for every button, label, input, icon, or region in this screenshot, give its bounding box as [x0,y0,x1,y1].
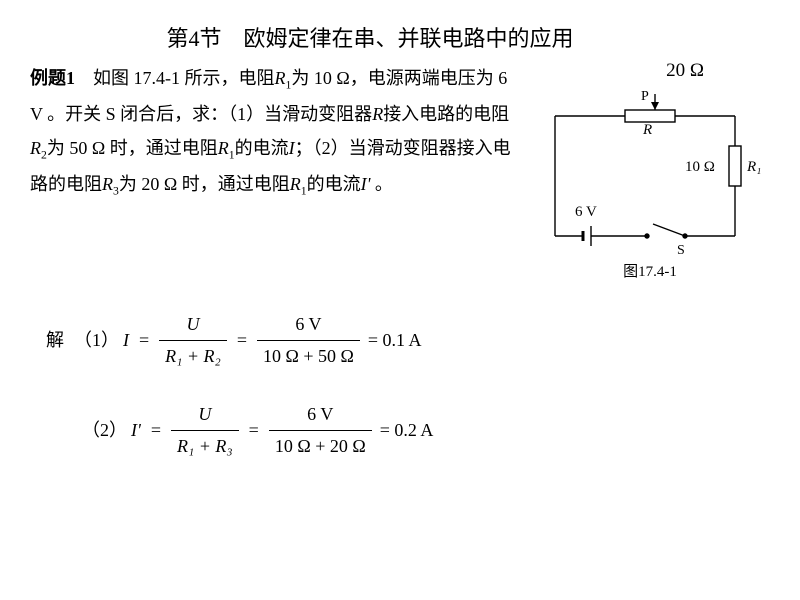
s-label: S [677,243,685,256]
r2s: R [30,138,41,158]
p2-f1-num: U [192,399,217,430]
r-label: R [642,122,652,138]
p2-frac2: 6 V 10 Ω + 20 Ω [269,399,372,461]
rs: R [372,104,383,124]
r1-label: R₁ [746,159,761,175]
page-title: 第4节 欧姆定律在串、并联电路中的应用 [0,20,770,57]
p1-result: = 0.1 A [368,325,422,356]
t9: 为 20 [119,174,160,194]
t1: 如图 17.4-1 所示，电阻 [75,68,275,88]
ohm2: Ω [92,138,105,158]
figure-caption: 图17.4-1 [530,260,770,286]
p1-f1-den: R₁ + R₂ [159,340,227,372]
t5: 为 50 [47,138,88,158]
p1-f1-num: U [180,309,205,340]
p2-label: （2） [82,415,127,446]
solution-block: 解 （1） I = U R₁ + R₂ = 6 V 10 Ω + 50 Ω = … [30,309,770,461]
ohm1: Ω [336,68,349,88]
p2-f2-num: 6 V [301,399,339,430]
v-label: 6 V [575,204,597,220]
r3s: R [102,174,113,194]
problem-text: 例题1 如图 17.4-1 所示，电阻R1为 10 Ω，电源两端电压为 6 V … [30,61,520,203]
p2-lhs: I' [131,415,141,446]
p1-eq1: = [139,325,149,356]
p1-label: （1） [74,325,119,356]
t2: 为 10 [291,68,332,88]
t6: 时，通过电阻 [110,138,218,158]
p1-eq2: = [237,325,247,356]
circuit-svg: P R 10 Ω R₁ 6 V S [535,86,765,256]
p2-eq1: = [151,415,161,446]
p2-eq2: = [249,415,259,446]
Ips: I' [361,174,371,194]
p2-f1-den: R₁ + R₃ [171,430,239,462]
t11: 的电流 [307,174,361,194]
sol-header: 解 [46,325,64,356]
t12: 。 [375,174,393,194]
ohm3: Ω [164,174,177,194]
t10: 时，通过电阻 [182,174,290,194]
p1-frac1: U R₁ + R₂ [159,309,227,371]
p1-frac2: 6 V 10 Ω + 50 Ω [257,309,360,371]
circuit-figure: 20 Ω [530,55,770,285]
content-wrap: 例题1 如图 17.4-1 所示，电阻R1为 10 Ω，电源两端电压为 6 V … [30,61,770,285]
problem-label: 例题1 [30,68,75,88]
p-label: P [641,89,649,104]
p2-frac1: U R₁ + R₃ [171,399,239,461]
r1s2: R [218,138,229,158]
p1-lhs: I [123,325,129,356]
circuit-top-label: 20 Ω [600,55,770,87]
p1-f2-num: 6 V [289,309,327,340]
p2-result: = 0.2 A [380,415,434,446]
solution-part2: （2） I' = U R₁ + R₃ = 6 V 10 Ω + 20 Ω = 0… [82,399,770,461]
r1s: R [275,68,286,88]
p2-f2-den: 10 Ω + 20 Ω [269,430,372,462]
t4: 接入电路的电阻 [383,104,509,124]
r1s3: R [290,174,301,194]
r1-value: 10 Ω [685,159,715,175]
p1-f2-den: 10 Ω + 50 Ω [257,340,360,372]
solution-part1: 解 （1） I = U R₁ + R₂ = 6 V 10 Ω + 50 Ω = … [46,309,770,371]
t7: 的电流 [235,138,289,158]
